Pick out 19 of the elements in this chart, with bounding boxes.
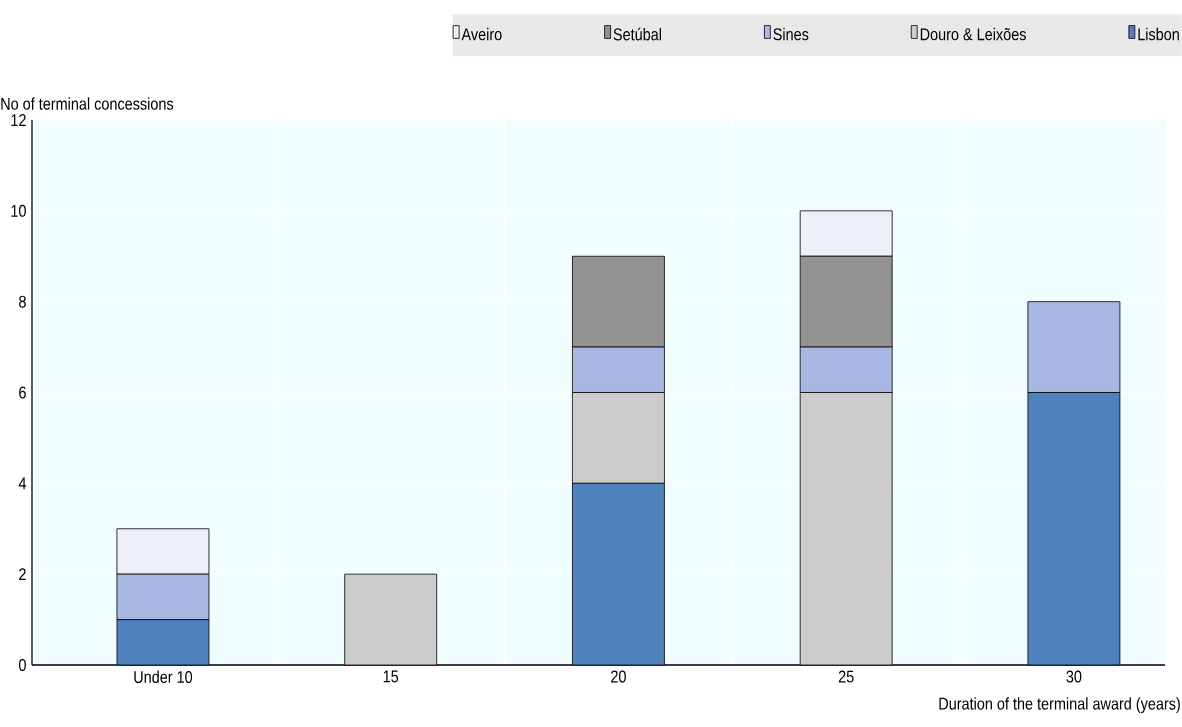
legend-label: Setúbal bbox=[613, 27, 661, 41]
legend-label: Lisbon bbox=[1138, 27, 1179, 41]
y-tick-label: 6 bbox=[19, 386, 26, 399]
x-tick-label: 15 bbox=[383, 670, 399, 683]
legend-label: Sines bbox=[773, 27, 809, 41]
y-tick-label: 8 bbox=[19, 295, 26, 308]
y-tick-label: 4 bbox=[18, 477, 27, 490]
x-tick-label: 20 bbox=[611, 670, 626, 683]
y-tick-label: 0 bbox=[18, 658, 26, 672]
x-axis-title: Duration of the terminal award (years) bbox=[939, 697, 1180, 714]
x-tick-label: 25 bbox=[838, 670, 854, 683]
x-tick-label: 30 bbox=[1066, 670, 1082, 683]
legend-label: Douro & Leixões bbox=[920, 27, 1026, 41]
legend-label: Aveiro bbox=[461, 27, 502, 41]
y-axis-title: No of terminal concessions bbox=[1, 97, 174, 110]
y-tick-label: 10 bbox=[11, 204, 26, 217]
x-tick-label: Under 10 bbox=[134, 670, 193, 684]
y-tick-label: 2 bbox=[19, 568, 26, 581]
y-tick-label: 12 bbox=[11, 114, 26, 126]
